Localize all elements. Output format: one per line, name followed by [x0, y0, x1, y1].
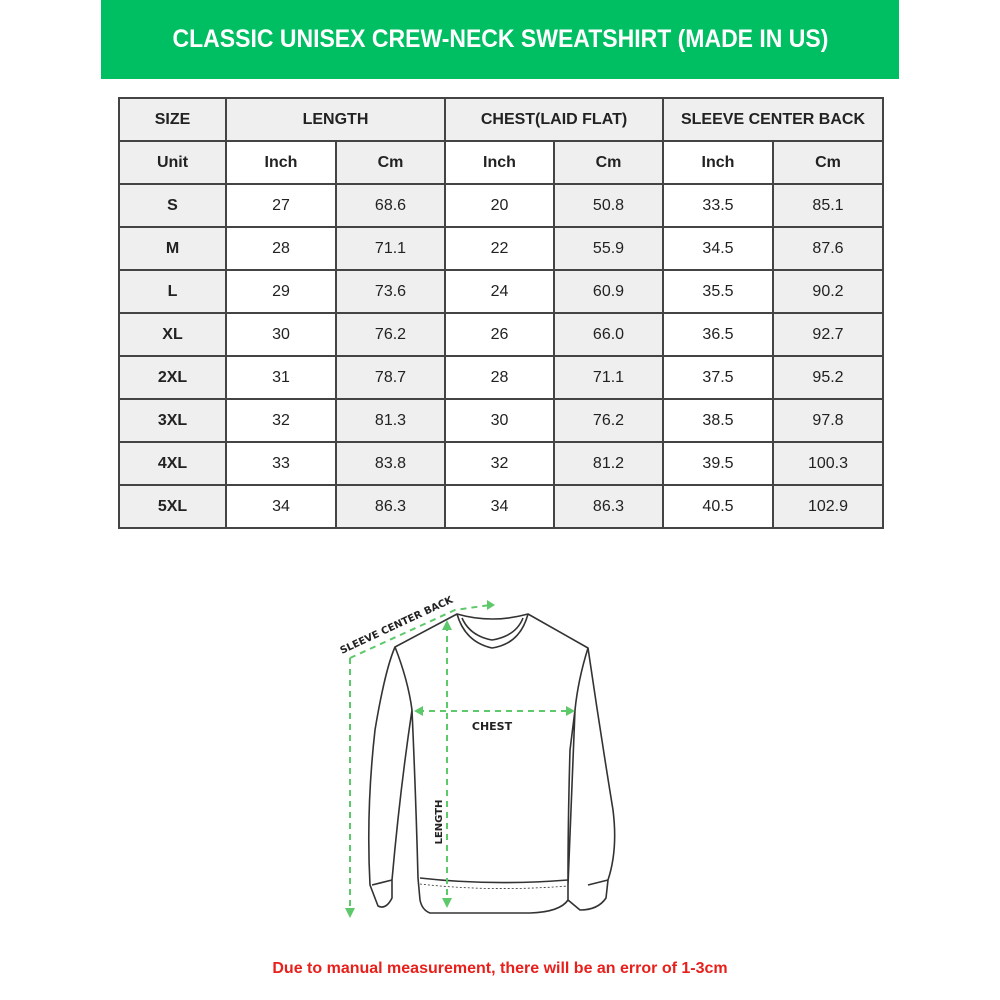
value-cell: 27	[225, 183, 337, 228]
value-cell: 71.1	[335, 226, 446, 271]
value-cell: 33	[225, 441, 337, 486]
unit-cell: Inch	[225, 140, 337, 185]
size-chart-table: SIZE LENGTH CHEST(LAID FLAT) SLEEVE CENT…	[118, 97, 884, 529]
size-cell: S	[118, 183, 227, 228]
arrow-down-icon	[345, 908, 355, 918]
header-length: LENGTH	[225, 97, 446, 142]
value-cell: 34	[225, 484, 337, 529]
value-cell: 87.6	[772, 226, 884, 271]
value-cell: 32	[225, 398, 337, 443]
value-cell: 40.5	[662, 484, 774, 529]
arrow-right-icon	[487, 600, 495, 610]
table-row: M 28 71.1 22 55.9 34.5 87.6	[118, 226, 884, 271]
value-cell: 22	[444, 226, 555, 271]
chest-label: CHEST	[472, 720, 513, 733]
value-cell: 102.9	[772, 484, 884, 529]
value-cell: 100.3	[772, 441, 884, 486]
sleeve-label: SLEEVE CENTER BACK	[339, 594, 456, 657]
value-cell: 38.5	[662, 398, 774, 443]
arrowheads	[345, 600, 575, 918]
size-cell: 5XL	[118, 484, 227, 529]
value-cell: 30	[444, 398, 555, 443]
value-cell: 55.9	[553, 226, 664, 271]
value-cell: 68.6	[335, 183, 446, 228]
arrow-up-icon	[442, 620, 452, 630]
value-cell: 28	[444, 355, 555, 400]
value-cell: 20	[444, 183, 555, 228]
value-cell: 85.1	[772, 183, 884, 228]
value-cell: 39.5	[662, 441, 774, 486]
unit-cell: Inch	[662, 140, 774, 185]
size-cell: M	[118, 226, 227, 271]
arrow-right-icon	[566, 706, 575, 716]
measurement-note: Due to manual measurement, there will be…	[272, 960, 728, 977]
size-cell: L	[118, 269, 227, 314]
value-cell: 73.6	[335, 269, 446, 314]
value-cell: 78.7	[335, 355, 446, 400]
header-chest: CHEST(LAID FLAT)	[444, 97, 664, 142]
value-cell: 81.2	[553, 441, 664, 486]
value-cell: 36.5	[662, 312, 774, 357]
table-row: 3XL 32 81.3 30 76.2 38.5 97.8	[118, 398, 884, 443]
unit-cell: Cm	[335, 140, 446, 185]
value-cell: 95.2	[772, 355, 884, 400]
arrow-down-icon	[442, 898, 452, 908]
value-cell: 50.8	[553, 183, 664, 228]
value-cell: 71.1	[553, 355, 664, 400]
value-cell: 86.3	[335, 484, 446, 529]
value-cell: 30	[225, 312, 337, 357]
value-cell: 35.5	[662, 269, 774, 314]
table-row: L 29 73.6 24 60.9 35.5 90.2	[118, 269, 884, 314]
value-cell: 86.3	[553, 484, 664, 529]
header-sleeve: SLEEVE CENTER BACK	[662, 97, 884, 142]
title-banner: CLASSIC UNISEX CREW-NECK SWEATSHIRT (MAD…	[101, 0, 899, 79]
value-cell: 66.0	[553, 312, 664, 357]
unit-cell: Unit	[118, 140, 227, 185]
value-cell: 76.2	[335, 312, 446, 357]
value-cell: 34	[444, 484, 555, 529]
value-cell: 92.7	[772, 312, 884, 357]
unit-row: Unit Inch Cm Inch Cm Inch Cm	[118, 140, 884, 185]
length-label: LENGTH	[434, 800, 445, 845]
size-cell: 3XL	[118, 398, 227, 443]
table-row: 4XL 33 83.8 32 81.2 39.5 100.3	[118, 441, 884, 486]
table-row: S 27 68.6 20 50.8 33.5 85.1	[118, 183, 884, 228]
value-cell: 33.5	[662, 183, 774, 228]
value-cell: 90.2	[772, 269, 884, 314]
value-cell: 24	[444, 269, 555, 314]
value-cell: 28	[225, 226, 337, 271]
sweatshirt-diagram: SLEEVE CENTER BACK CHEST LENGTH	[339, 594, 616, 918]
page-title: CLASSIC UNISEX CREW-NECK SWEATSHIRT (MAD…	[172, 25, 828, 53]
value-cell: 37.5	[662, 355, 774, 400]
unit-cell: Cm	[553, 140, 664, 185]
arrow-left-icon	[414, 706, 423, 716]
sweatshirt-outline	[367, 613, 616, 914]
value-cell: 60.9	[553, 269, 664, 314]
value-cell: 97.8	[772, 398, 884, 443]
value-cell: 34.5	[662, 226, 774, 271]
value-cell: 29	[225, 269, 337, 314]
size-cell: 4XL	[118, 441, 227, 486]
value-cell: 31	[225, 355, 337, 400]
table-row: 2XL 31 78.7 28 71.1 37.5 95.2	[118, 355, 884, 400]
size-cell: 2XL	[118, 355, 227, 400]
table-row: XL 30 76.2 26 66.0 36.5 92.7	[118, 312, 884, 357]
unit-cell: Inch	[444, 140, 555, 185]
table-row: 5XL 34 86.3 34 86.3 40.5 102.9	[118, 484, 884, 529]
measurement-arrows	[349, 604, 570, 910]
value-cell: 26	[444, 312, 555, 357]
value-cell: 83.8	[335, 441, 446, 486]
value-cell: 81.3	[335, 398, 446, 443]
unit-cell: Cm	[772, 140, 884, 185]
size-cell: XL	[118, 312, 227, 357]
value-cell: 32	[444, 441, 555, 486]
value-cell: 76.2	[553, 398, 664, 443]
header-size: SIZE	[118, 97, 227, 142]
header-row: SIZE LENGTH CHEST(LAID FLAT) SLEEVE CENT…	[118, 97, 884, 142]
